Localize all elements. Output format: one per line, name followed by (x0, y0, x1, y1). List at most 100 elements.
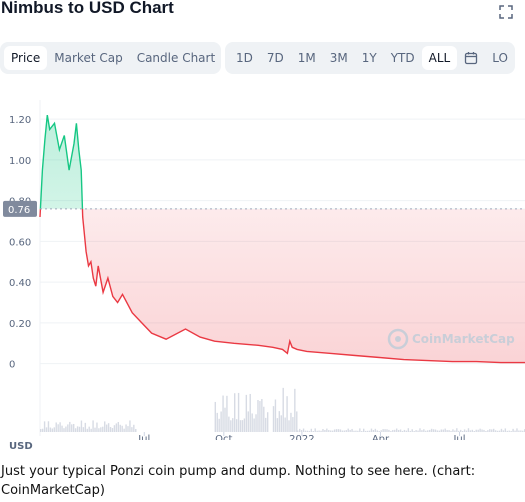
volume-bar (386, 429, 388, 432)
volume-bar (216, 412, 218, 432)
volume-bar (366, 430, 369, 432)
volume-bar (107, 423, 110, 432)
currency-label: USD (9, 441, 33, 452)
volume-bar (372, 430, 375, 432)
volume-bar (487, 430, 489, 432)
volume-bar (292, 417, 294, 432)
volume-bar (92, 420, 94, 432)
volume-bar (127, 426, 129, 432)
volume-bar (357, 430, 359, 432)
volume-bar (401, 430, 404, 432)
volume-bar (257, 399, 259, 432)
volume-bar (133, 424, 135, 432)
volume-bar (253, 418, 255, 432)
volume-bar (419, 428, 421, 432)
tab-3m[interactable]: 3M (329, 51, 348, 65)
volume-bar (382, 429, 384, 432)
volume-bar (102, 426, 104, 432)
volume-bar (407, 428, 410, 432)
volume-bar (276, 418, 279, 432)
tab-7d[interactable]: 7D (266, 51, 284, 65)
volume-bar (376, 430, 378, 432)
volume-bar (454, 430, 456, 432)
volume-bar (249, 393, 251, 432)
volume-bar (274, 399, 277, 432)
tab-candle-chart[interactable]: Candle Chart (136, 51, 216, 65)
volume-bar (71, 424, 73, 432)
y-tick-label: 1.00 (9, 156, 31, 167)
volume-bar (40, 429, 42, 432)
tab-ytd[interactable]: YTD (390, 51, 415, 65)
volume-bar (409, 430, 411, 432)
tab-log[interactable]: LO (492, 51, 508, 65)
volume-bar (322, 428, 324, 432)
volume-bar (512, 428, 514, 432)
volume-bar (84, 422, 87, 432)
volume-bar (458, 430, 460, 432)
x-tick-label: Oct (215, 434, 232, 440)
volume-bar (337, 429, 340, 432)
volume-bar (492, 428, 495, 432)
volume-bar (436, 430, 439, 432)
volume-bar (119, 424, 121, 432)
range-tabs: 1D 7D 1M 3M 1Y YTD ALL LO (225, 42, 515, 74)
volume-bar (363, 428, 365, 432)
volume-bar (78, 426, 81, 432)
volume-bar (286, 396, 288, 432)
volume-bar (284, 417, 286, 432)
tab-market-cap[interactable]: Market Cap (54, 51, 123, 65)
volume-bar (456, 428, 458, 432)
y-tick-label: 0.60 (9, 237, 31, 248)
volume-bar (123, 428, 125, 432)
volume-bar (428, 429, 431, 432)
volume-bar (448, 430, 450, 432)
volume-bar (370, 428, 373, 432)
volume-bar (368, 430, 371, 432)
volume-bar (450, 430, 452, 432)
volume-bar (514, 430, 516, 432)
watermark-text: CoinMarketCap (412, 332, 515, 346)
volume-bar (51, 428, 54, 432)
volume-bar (280, 415, 282, 432)
volume-bar (55, 422, 57, 432)
volume-bar (214, 401, 216, 432)
volume-bar (318, 430, 320, 432)
y-tick-label: 0.40 (9, 278, 31, 289)
volume-bar (61, 425, 63, 432)
price-line-up (39, 114, 84, 209)
volume-bar (59, 422, 61, 432)
volume-bar (444, 428, 446, 432)
volume-bar (452, 429, 454, 432)
volume-bar (516, 428, 518, 432)
tab-1y[interactable]: 1Y (361, 51, 377, 65)
volume-bar (243, 418, 246, 432)
y-tick-label: 1.20 (9, 115, 31, 126)
volume-bar (105, 424, 108, 432)
volume-bar (294, 388, 296, 432)
calendar-button[interactable] (457, 46, 485, 70)
volume-bar (510, 431, 512, 432)
chart-toolbar: Price Market Cap Candle Chart 1D 7D 1M 3… (0, 42, 515, 74)
current-price-badge (3, 200, 37, 217)
tab-1m[interactable]: 1M (297, 51, 316, 65)
volume-bar (475, 429, 477, 432)
volume-bar (415, 430, 417, 432)
volume-bar (496, 430, 499, 432)
tab-price[interactable]: Price (4, 46, 48, 70)
tab-1d[interactable]: 1D (236, 51, 253, 65)
volume-bar (125, 424, 127, 432)
volume-bar (417, 430, 419, 432)
volume-bar (43, 421, 46, 432)
volume-bar (121, 425, 123, 432)
tab-all[interactable]: ALL (421, 46, 458, 70)
price-chart[interactable]: 00.200.400.600.801.001.20 CoinMarketCap … (0, 80, 525, 440)
volume-bar (440, 429, 443, 432)
volume-bar (361, 430, 363, 432)
calendar-icon (465, 52, 478, 65)
volume-bar (522, 430, 524, 432)
area-fill-down (40, 208, 525, 363)
fullscreen-icon[interactable] (498, 4, 514, 20)
volume-bar (239, 420, 242, 432)
volume-bar (364, 430, 367, 432)
volume-bar (297, 430, 299, 432)
